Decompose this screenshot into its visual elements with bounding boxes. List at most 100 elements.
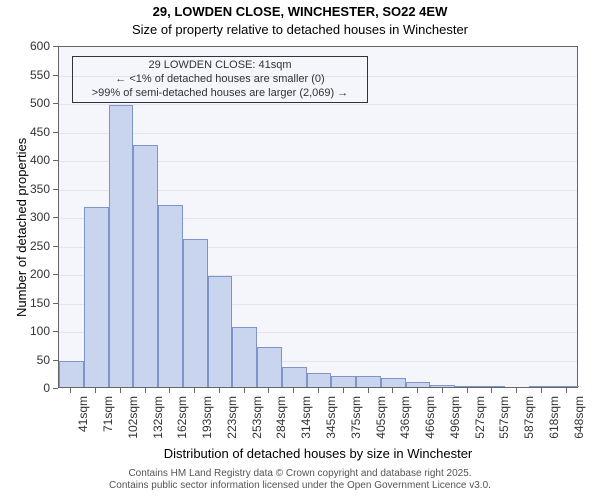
histogram-bar	[183, 239, 208, 387]
x-tick-mark	[169, 388, 170, 393]
x-tick-label: 587sqm	[522, 396, 536, 446]
y-tick-label: 150	[20, 296, 50, 310]
x-tick-mark	[293, 388, 294, 393]
y-gridline	[59, 133, 577, 134]
chart-container: 29, LOWDEN CLOSE, WINCHESTER, SO22 4EW S…	[0, 0, 600, 500]
histogram-bar	[331, 376, 356, 387]
y-tick-label: 500	[20, 96, 50, 110]
x-tick-mark	[566, 388, 567, 393]
x-tick-mark	[120, 388, 121, 393]
y-tick-label: 100	[20, 324, 50, 338]
y-tick-mark	[53, 46, 58, 47]
histogram-bar	[480, 386, 505, 387]
y-tick-label: 200	[20, 267, 50, 281]
x-tick-mark	[318, 388, 319, 393]
footer-line-2: Contains public sector information licen…	[0, 480, 600, 492]
x-tick-label: 527sqm	[473, 396, 487, 446]
x-tick-label: 648sqm	[572, 396, 586, 446]
x-tick-label: 557sqm	[497, 396, 511, 446]
y-tick-mark	[53, 303, 58, 304]
x-tick-mark	[95, 388, 96, 393]
histogram-bar	[406, 382, 431, 387]
x-tick-mark	[368, 388, 369, 393]
histogram-bar	[356, 376, 381, 387]
x-tick-mark	[219, 388, 220, 393]
y-gridline	[59, 104, 577, 105]
x-tick-label: 436sqm	[398, 396, 412, 446]
x-tick-label: 162sqm	[175, 396, 189, 446]
histogram-bar	[158, 205, 183, 387]
histogram-bar	[257, 347, 282, 387]
x-tick-label: 41sqm	[76, 396, 90, 446]
y-tick-mark	[53, 246, 58, 247]
histogram-bar	[554, 386, 579, 387]
x-axis-title: Distribution of detached houses by size …	[58, 446, 578, 461]
y-tick-label: 0	[20, 381, 50, 395]
y-tick-mark	[53, 388, 58, 389]
x-tick-label: 193sqm	[200, 396, 214, 446]
x-tick-label: 405sqm	[374, 396, 388, 446]
x-tick-label: 375sqm	[349, 396, 363, 446]
x-tick-mark	[70, 388, 71, 393]
footer: Contains HM Land Registry data © Crown c…	[0, 468, 600, 492]
annotation-line-1: 29 LOWDEN CLOSE: 41sqm	[77, 59, 363, 73]
y-tick-label: 550	[20, 68, 50, 82]
x-tick-label: 496sqm	[448, 396, 462, 446]
histogram-bar	[282, 367, 307, 387]
footer-line-1: Contains HM Land Registry data © Crown c…	[0, 468, 600, 480]
y-tick-mark	[53, 160, 58, 161]
x-tick-mark	[194, 388, 195, 393]
histogram-bar	[133, 145, 158, 387]
histogram-bar	[430, 385, 455, 387]
histogram-bar	[307, 373, 332, 387]
x-tick-label: 314sqm	[299, 396, 313, 446]
histogram-bar	[59, 361, 84, 387]
histogram-bar	[529, 386, 554, 387]
x-tick-label: 223sqm	[225, 396, 239, 446]
annotation-box: 29 LOWDEN CLOSE: 41sqm← <1% of detached …	[72, 56, 368, 103]
y-tick-label: 50	[20, 353, 50, 367]
y-tick-mark	[53, 103, 58, 104]
y-tick-mark	[53, 331, 58, 332]
x-tick-mark	[467, 388, 468, 393]
x-tick-mark	[244, 388, 245, 393]
y-tick-mark	[53, 217, 58, 218]
chart-title: 29, LOWDEN CLOSE, WINCHESTER, SO22 4EW	[0, 4, 600, 19]
y-tick-mark	[53, 75, 58, 76]
x-tick-mark	[268, 388, 269, 393]
annotation-line-3: >99% of semi-detached houses are larger …	[77, 87, 363, 101]
y-tick-mark	[53, 274, 58, 275]
histogram-bar	[84, 207, 109, 387]
y-tick-label: 600	[20, 39, 50, 53]
x-tick-mark	[145, 388, 146, 393]
x-tick-mark	[392, 388, 393, 393]
x-axis-title-text: Distribution of detached houses by size …	[164, 446, 473, 461]
histogram-bar	[381, 378, 406, 387]
y-tick-mark	[53, 132, 58, 133]
histogram-bar	[208, 276, 233, 387]
y-tick-mark	[53, 189, 58, 190]
histogram-bar	[232, 327, 257, 387]
x-tick-label: 466sqm	[423, 396, 437, 446]
x-tick-label: 253sqm	[250, 396, 264, 446]
x-tick-mark	[343, 388, 344, 393]
title-text: 29, LOWDEN CLOSE, WINCHESTER, SO22 4EW	[153, 4, 448, 19]
histogram-bar	[109, 105, 134, 387]
x-tick-label: 618sqm	[547, 396, 561, 446]
y-tick-label: 350	[20, 182, 50, 196]
x-tick-mark	[442, 388, 443, 393]
x-tick-mark	[491, 388, 492, 393]
x-tick-label: 284sqm	[274, 396, 288, 446]
x-tick-label: 345sqm	[324, 396, 338, 446]
y-tick-label: 250	[20, 239, 50, 253]
annotation-line-2: ← <1% of detached houses are smaller (0)	[77, 73, 363, 87]
y-tick-label: 300	[20, 210, 50, 224]
x-tick-label: 102sqm	[126, 396, 140, 446]
x-tick-mark	[516, 388, 517, 393]
subtitle-text: Size of property relative to detached ho…	[132, 22, 468, 37]
x-tick-mark	[541, 388, 542, 393]
y-tick-mark	[53, 360, 58, 361]
x-tick-label: 71sqm	[101, 396, 115, 446]
x-tick-label: 132sqm	[151, 396, 165, 446]
x-tick-mark	[417, 388, 418, 393]
